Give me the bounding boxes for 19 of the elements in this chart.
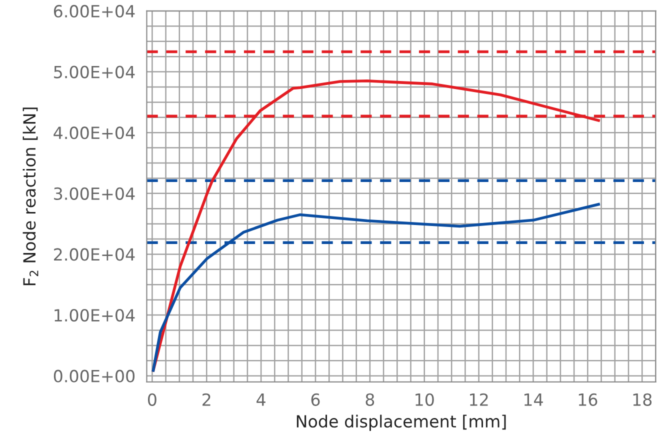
x-tick-label: 0 (148, 393, 156, 406)
y-tick-label: 5.00E+04 (54, 66, 135, 78)
y-tick-label: 6.00E+04 (54, 4, 135, 18)
x-axis-title: Node displacement [mm] (296, 414, 506, 431)
x-tick-label: 14 (524, 394, 543, 406)
x-tick-label: 2 (202, 393, 210, 406)
x-tick-label: 6 (311, 393, 320, 406)
y-tick-label: 1.00E+04 (54, 309, 135, 322)
y-axis-title: F$_{2}$ Node reaction [kN] (22, 108, 38, 286)
y-tick-label: 0.00E+00 (54, 370, 135, 382)
y-tick-label: 4.00E+04 (54, 126, 135, 140)
x-tick-label: 12 (470, 393, 488, 406)
x-tick-label: 8 (366, 393, 374, 406)
y-tick-label: 3.00E+04 (54, 187, 135, 200)
x-tick-label: 4 (256, 394, 266, 406)
x-tick-label: 10 (416, 393, 434, 406)
x-tick-label: 16 (578, 393, 598, 406)
y-tick-label: 2.00E+04 (54, 248, 135, 261)
x-tick-label: 18 (633, 393, 652, 406)
